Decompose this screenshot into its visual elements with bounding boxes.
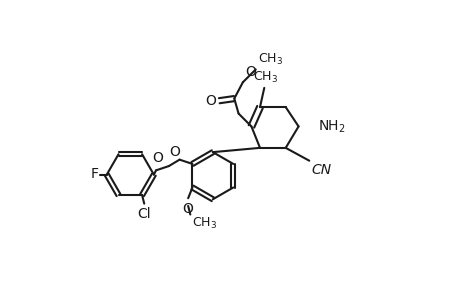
- Text: CH$_3$: CH$_3$: [192, 216, 217, 231]
- Text: O: O: [151, 151, 162, 165]
- Text: O: O: [168, 146, 179, 159]
- Text: NH$_2$: NH$_2$: [317, 118, 345, 135]
- Text: F: F: [90, 167, 98, 181]
- Text: O: O: [245, 65, 255, 79]
- Text: CH$_3$: CH$_3$: [257, 52, 282, 67]
- Text: O: O: [182, 202, 193, 216]
- Text: CN: CN: [311, 163, 331, 177]
- Text: Cl: Cl: [137, 207, 151, 221]
- Text: CH$_3$: CH$_3$: [252, 70, 278, 85]
- Text: O: O: [205, 94, 215, 108]
